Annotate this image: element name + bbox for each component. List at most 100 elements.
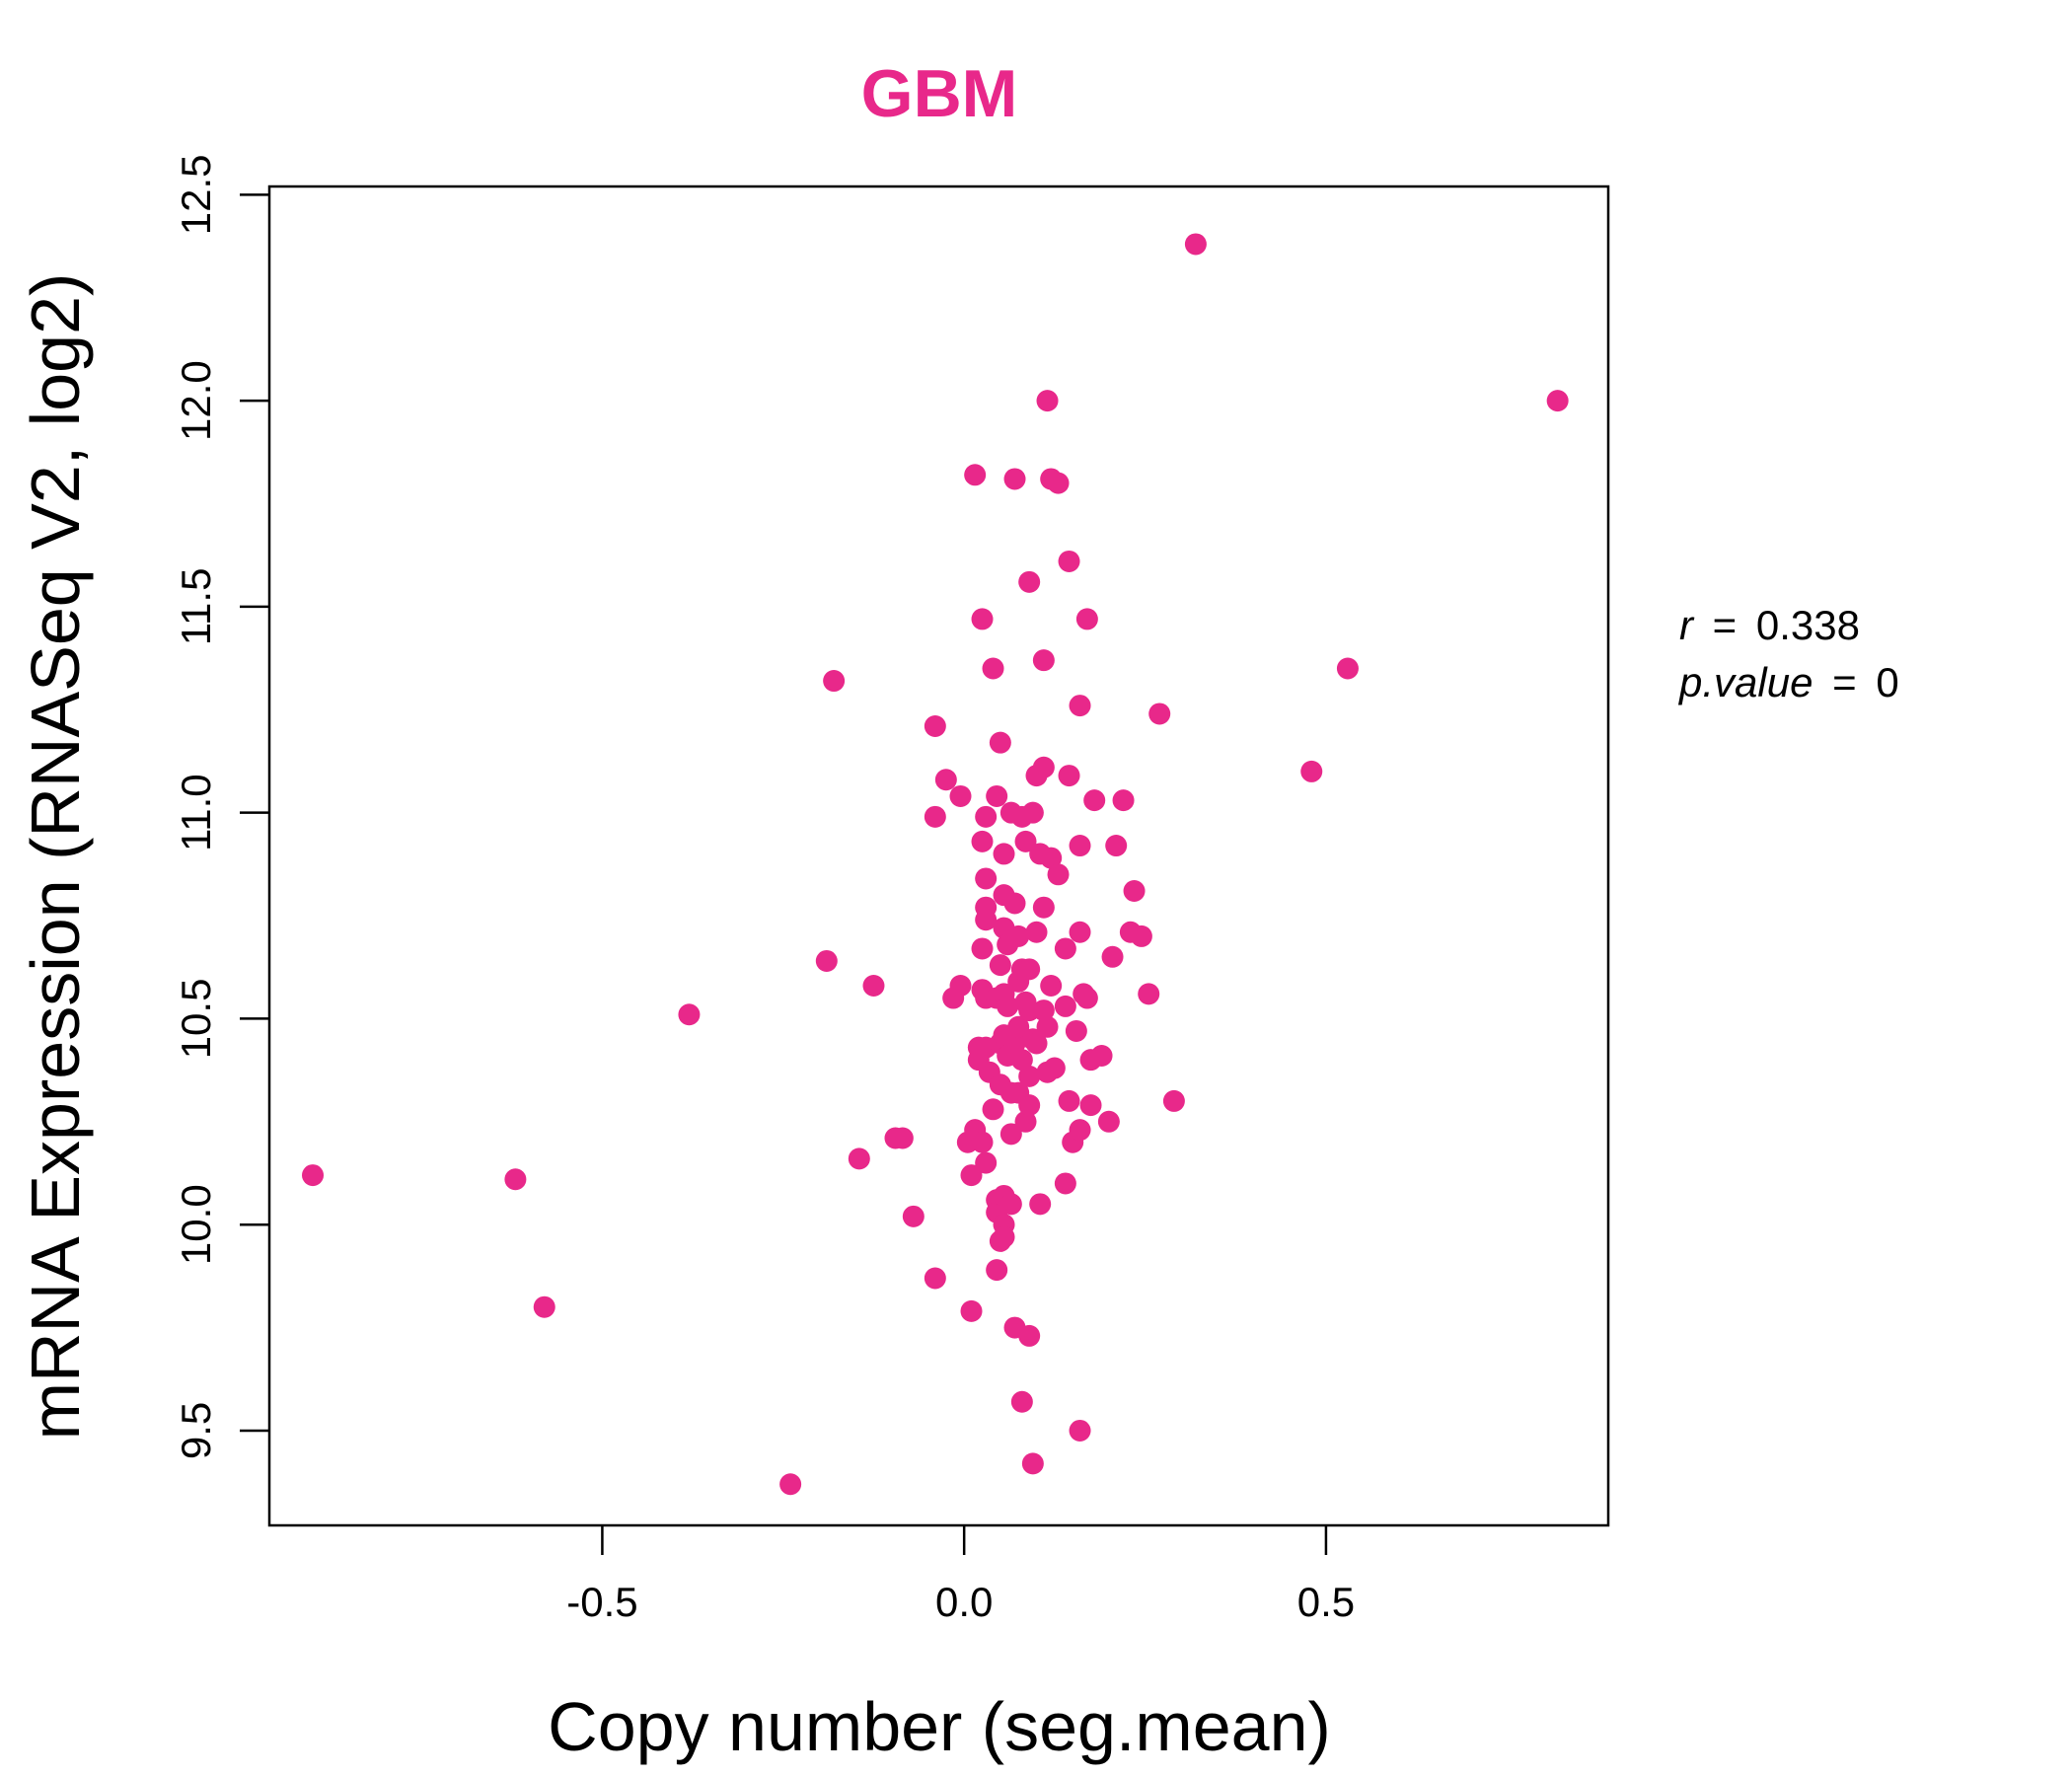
- data-point: [1138, 983, 1160, 1005]
- data-point: [1010, 1049, 1033, 1072]
- data-point: [862, 975, 885, 998]
- data-point: [1010, 1390, 1033, 1413]
- data-point: [975, 805, 998, 828]
- data-point: [1003, 1032, 1026, 1055]
- data-point: [1036, 390, 1059, 412]
- plot-frame: [267, 185, 1610, 1527]
- data-point: [1069, 921, 1091, 943]
- data-point: [1047, 472, 1070, 494]
- data-point: [1069, 1419, 1091, 1442]
- data-point: [982, 1098, 1004, 1121]
- data-point: [971, 1131, 994, 1153]
- data-point: [1036, 1015, 1059, 1038]
- data-point: [1047, 863, 1070, 886]
- data-point: [1184, 233, 1207, 256]
- data-point: [1065, 1019, 1087, 1042]
- data-point: [1054, 1172, 1076, 1195]
- x-axis: -0.5 0.0 0.5: [566, 1525, 1355, 1625]
- data-point: [1101, 945, 1124, 968]
- y-tick-label: 12.5: [173, 154, 219, 235]
- correlation-annotation: r = 0.338: [1679, 602, 1860, 648]
- data-point: [924, 714, 946, 737]
- data-point: [960, 1164, 983, 1187]
- y-tick-label: 10.5: [173, 979, 219, 1060]
- data-point: [1003, 468, 1026, 490]
- data-point: [1018, 1094, 1041, 1117]
- data-point: [902, 1205, 925, 1227]
- data-point: [1021, 801, 1044, 824]
- data-point: [964, 464, 987, 486]
- data-points: [302, 233, 1569, 1496]
- data-point: [993, 1225, 1015, 1248]
- data-point: [993, 843, 1015, 865]
- stats-annotation: r = 0.338 p.value = 0: [1677, 602, 1899, 705]
- data-point: [1040, 975, 1063, 998]
- data-point: [1043, 1057, 1066, 1079]
- data-point: [999, 1123, 1022, 1146]
- data-point: [815, 949, 838, 972]
- data-point: [1546, 390, 1569, 412]
- data-point: [1032, 756, 1055, 778]
- data-point: [971, 608, 994, 630]
- data-point: [975, 1151, 998, 1174]
- data-point: [1058, 1089, 1080, 1112]
- data-point: [971, 830, 994, 852]
- data-point: [1007, 1015, 1030, 1038]
- data-point: [848, 1147, 870, 1170]
- data-point: [924, 805, 946, 828]
- data-point: [924, 1267, 946, 1290]
- data-point: [1075, 987, 1098, 1009]
- data-point: [1079, 1094, 1102, 1117]
- data-point: [1130, 925, 1152, 947]
- data-point: [1014, 1110, 1037, 1133]
- data-point: [1083, 789, 1106, 812]
- data-point: [1112, 789, 1135, 812]
- data-point: [678, 1003, 701, 1026]
- data-point: [1014, 830, 1037, 852]
- data-point: [999, 1193, 1022, 1216]
- data-point: [975, 909, 998, 931]
- data-point: [1040, 847, 1063, 869]
- data-point: [1300, 760, 1323, 782]
- y-tick-label: 9.5: [173, 1402, 219, 1459]
- data-point: [302, 1164, 325, 1187]
- data-point: [1018, 958, 1041, 981]
- data-point: [1162, 1089, 1185, 1112]
- data-point: [989, 731, 1011, 754]
- data-point: [1123, 879, 1146, 902]
- data-point: [1069, 835, 1091, 857]
- data-point: [1336, 657, 1359, 680]
- data-point: [1018, 1324, 1041, 1347]
- data-point: [533, 1295, 555, 1318]
- data-point: [1054, 995, 1076, 1017]
- data-point: [891, 1127, 914, 1149]
- data-point: [986, 1259, 1008, 1282]
- y-tick-label: 12.0: [173, 360, 219, 441]
- x-axis-label: Copy number (seg.mean): [548, 1688, 1331, 1765]
- data-point: [1032, 896, 1055, 919]
- data-point: [934, 769, 957, 791]
- data-point: [1069, 695, 1091, 717]
- data-point: [1105, 835, 1128, 857]
- data-point: [1069, 1119, 1091, 1142]
- data-point: [1025, 1032, 1048, 1055]
- data-point: [949, 975, 972, 998]
- pvalue-annotation: p.value = 0: [1677, 659, 1899, 705]
- data-point: [1090, 1045, 1113, 1068]
- x-tick-label: 0.0: [935, 1579, 993, 1625]
- data-point: [1054, 937, 1076, 960]
- data-point: [989, 954, 1011, 977]
- data-point: [1021, 1452, 1044, 1475]
- data-point: [1003, 892, 1026, 915]
- x-tick-label: 0.5: [1297, 1579, 1355, 1625]
- data-point: [1029, 1193, 1052, 1216]
- data-point: [1018, 1065, 1041, 1087]
- data-point: [975, 867, 998, 890]
- chart-title: GBM: [861, 56, 1018, 131]
- data-point: [779, 1473, 802, 1496]
- data-point: [1097, 1110, 1120, 1133]
- data-point: [1148, 703, 1171, 725]
- data-point: [982, 657, 1004, 680]
- data-point: [1025, 921, 1048, 943]
